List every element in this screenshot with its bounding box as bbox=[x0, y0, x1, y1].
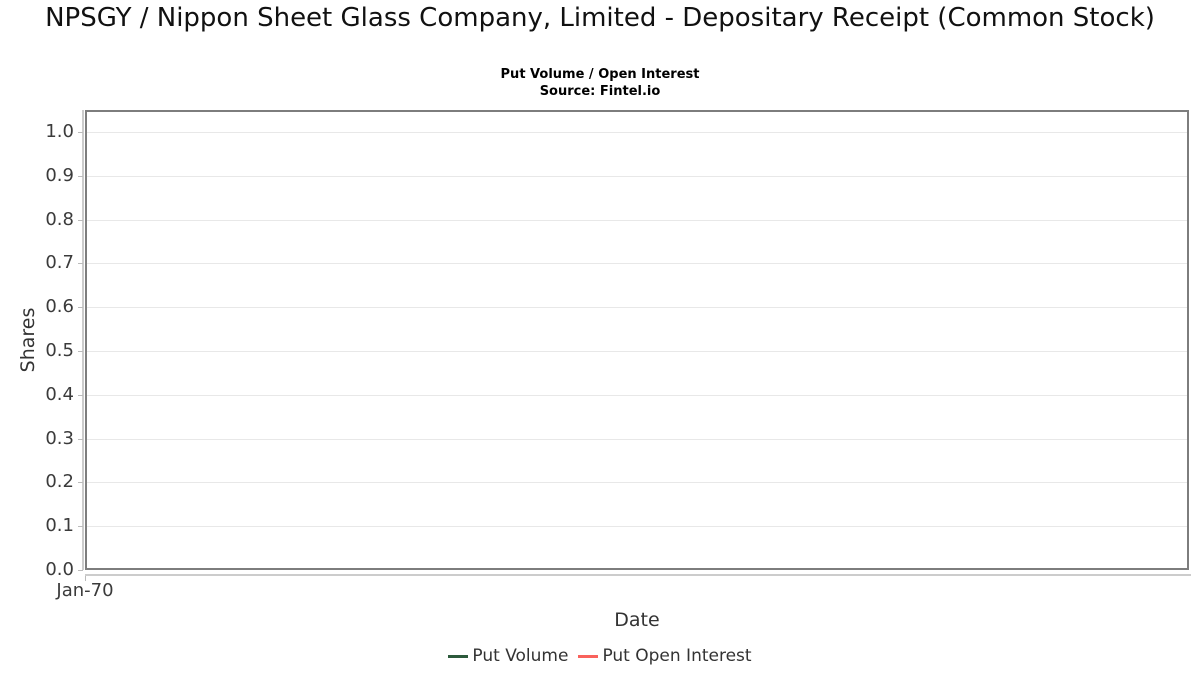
gridline-y-0.3 bbox=[87, 438, 1187, 440]
y-tick-label-0.0: 0.0 bbox=[45, 559, 74, 580]
y-tick-mark-0.6 bbox=[78, 307, 83, 309]
legend-item-put-volume[interactable]: Put Volume bbox=[448, 646, 568, 666]
y-axis-label: Shares bbox=[17, 307, 39, 373]
gridline-y-0.7 bbox=[87, 263, 1187, 265]
put-open-interest-line-icon bbox=[578, 654, 599, 658]
y-tick-mark-0.9 bbox=[78, 175, 83, 177]
y-tick-mark-0.5 bbox=[78, 351, 83, 352]
x-tick-mark bbox=[85, 576, 86, 581]
gridline-y-0.8 bbox=[87, 219, 1187, 221]
chart-subtitle: Put Volume / Open Interest bbox=[500, 67, 700, 82]
y-axis-line bbox=[82, 110, 84, 570]
y-tick-mark-1.0 bbox=[78, 132, 83, 133]
y-tick-mark-0.4 bbox=[78, 394, 83, 396]
gridline-y-0.1 bbox=[87, 526, 1187, 528]
y-tick-label-0.5: 0.5 bbox=[45, 340, 74, 361]
y-tick-mark-0.1 bbox=[78, 526, 83, 528]
y-tick-label-0.3: 0.3 bbox=[45, 427, 74, 449]
chart-title: NPSGY / Nippon Sheet Glass Company, Limi… bbox=[45, 3, 1155, 33]
legend-label-put-open-interest: Put Open Interest bbox=[602, 646, 752, 666]
x-axis-label: Date bbox=[614, 609, 660, 631]
x-axis-line bbox=[85, 574, 1191, 576]
gridline-y-1.0 bbox=[87, 132, 1187, 133]
legend-label-put-volume: Put Volume bbox=[472, 646, 569, 666]
y-tick-mark-0.8 bbox=[78, 219, 83, 221]
gridline-y-0.6 bbox=[87, 307, 1187, 309]
gridline-y-0.5 bbox=[87, 351, 1187, 352]
y-tick-label-1.0: 1.0 bbox=[45, 121, 74, 142]
legend: Put Volume Put Open Interest bbox=[0, 646, 1200, 666]
gridline-y-0.2 bbox=[87, 482, 1187, 484]
y-tick-label-0.1: 0.1 bbox=[45, 515, 74, 537]
y-tick-label-0.9: 0.9 bbox=[45, 164, 74, 186]
x-tick-label: Jan-70 bbox=[56, 580, 114, 601]
plot-area[interactable] bbox=[85, 110, 1189, 570]
y-tick-label-0.8: 0.8 bbox=[45, 208, 74, 230]
gridline-y-0.4 bbox=[87, 394, 1187, 396]
put-volume-line-icon bbox=[448, 654, 469, 658]
y-tick-mark-0.2 bbox=[78, 482, 83, 484]
y-tick-mark-0.0 bbox=[78, 570, 83, 571]
y-tick-mark-0.3 bbox=[78, 438, 83, 440]
y-tick-label-0.4: 0.4 bbox=[45, 383, 74, 405]
chart-source: Source: Fintel.io bbox=[539, 84, 661, 99]
legend-item-put-open-interest[interactable]: Put Open Interest bbox=[578, 646, 752, 666]
y-tick-label-0.6: 0.6 bbox=[45, 296, 74, 318]
y-tick-label-0.2: 0.2 bbox=[45, 471, 74, 493]
gridline-y-0.9 bbox=[87, 175, 1187, 177]
y-tick-label-0.7: 0.7 bbox=[45, 252, 74, 274]
y-tick-mark-0.7 bbox=[78, 263, 83, 265]
